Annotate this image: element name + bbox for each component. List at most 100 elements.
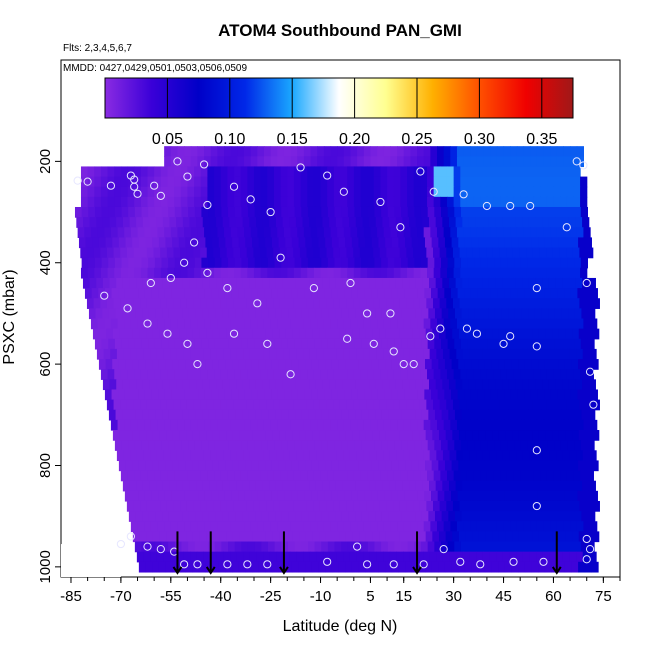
- heatmap-cell: [402, 217, 410, 228]
- heatmap-cell: [166, 328, 174, 340]
- heatmap-cell: [259, 298, 268, 309]
- heatmap-cell: [445, 430, 453, 441]
- heatmap-cell: [205, 561, 213, 573]
- heatmap-cell: [548, 480, 557, 492]
- colorbar-tick-label: 0.25: [401, 131, 432, 148]
- heatmap-cell: [198, 237, 207, 249]
- heatmap-cell: [166, 399, 175, 411]
- heatmap-cell: [393, 247, 401, 259]
- heatmap-cell: [173, 247, 181, 259]
- x-tick-label: 15: [395, 588, 412, 605]
- heatmap-cell: [509, 348, 517, 360]
- heatmap-cell: [280, 196, 288, 208]
- no-data-region: [61, 544, 121, 577]
- heatmap-cell: [426, 399, 434, 411]
- heatmap-cell: [483, 318, 491, 330]
- heatmap-cell: [84, 227, 92, 239]
- heatmap-cell: [431, 359, 439, 370]
- heatmap-cell: [417, 318, 425, 330]
- heatmap-cell: [147, 267, 155, 279]
- heatmap-cell: [343, 146, 352, 157]
- heatmap-cell: [152, 460, 160, 472]
- heatmap-cell: [186, 430, 194, 441]
- heatmap-cell: [92, 237, 100, 249]
- heatmap-cell: [195, 409, 203, 421]
- heatmap-cell: [261, 206, 269, 218]
- heatmap-cell: [570, 288, 579, 299]
- heatmap-cell: [301, 257, 309, 269]
- x-tick-label: -25: [260, 588, 282, 605]
- heatmap-cell: [448, 379, 457, 391]
- heatmap-cell: [180, 196, 189, 208]
- heatmap-cell: [216, 379, 224, 391]
- heatmap-cell: [552, 500, 561, 512]
- heatmap-cell: [257, 389, 266, 401]
- heatmap-cell: [168, 338, 176, 350]
- heatmap-cell: [435, 379, 443, 391]
- heatmap-cell: [381, 440, 389, 451]
- heatmap-cell: [450, 156, 458, 168]
- heatmap-cell: [132, 531, 141, 543]
- heatmap-cell: [500, 186, 508, 198]
- heatmap-cell: [488, 511, 496, 522]
- heatmap-cell: [300, 470, 308, 482]
- heatmap-cell: [551, 460, 559, 472]
- heatmap-cell: [131, 288, 139, 299]
- heatmap-cell: [553, 196, 561, 208]
- heatmap-cell: [158, 359, 167, 370]
- heatmap-cell: [552, 328, 560, 340]
- sample-point: [263, 339, 272, 348]
- heatmap-cell: [443, 227, 451, 239]
- heatmap-cell: [479, 298, 487, 309]
- heatmap-cell: [132, 237, 140, 249]
- heatmap-cell: [210, 450, 218, 462]
- heatmap-cell: [218, 237, 226, 249]
- heatmap-cell: [458, 561, 466, 573]
- heatmap-cell: [527, 206, 535, 218]
- heatmap-cell: [168, 409, 177, 421]
- heatmap-cell: [583, 521, 591, 532]
- heatmap-cell: [260, 186, 268, 198]
- heatmap-cell: [544, 561, 553, 573]
- heatmap-cell: [214, 196, 222, 208]
- heatmap-cell: [141, 206, 149, 218]
- heatmap-cell: [275, 217, 284, 228]
- heatmap-cell: [427, 186, 435, 198]
- heatmap-cell: [417, 389, 425, 401]
- heatmap-cell: [267, 369, 275, 380]
- heatmap-cell: [283, 551, 291, 563]
- heatmap-cell: [592, 298, 600, 309]
- heatmap-cell: [514, 541, 522, 553]
- heatmap-cell: [248, 308, 256, 320]
- heatmap-cell: [425, 531, 433, 543]
- heatmap-cell: [547, 338, 555, 350]
- heatmap-cell: [200, 298, 208, 309]
- heatmap-cell: [99, 328, 107, 340]
- heatmap-cell: [386, 247, 394, 259]
- heatmap-cell: [512, 298, 521, 309]
- heatmap-cell: [584, 237, 592, 249]
- heatmap-cell: [128, 257, 136, 269]
- heatmap-cell: [344, 288, 352, 299]
- sample-point: [276, 253, 285, 262]
- heatmap-cell: [484, 237, 493, 249]
- heatmap-cell: [281, 409, 290, 421]
- heatmap-cell: [192, 430, 201, 441]
- heatmap-cell: [226, 247, 234, 259]
- heatmap-cell: [325, 561, 333, 573]
- heatmap-cell: [419, 298, 427, 309]
- heatmap-cell: [440, 166, 448, 178]
- heatmap-cell: [327, 186, 335, 198]
- heatmap-cell: [162, 217, 171, 228]
- heatmap-cell: [478, 430, 487, 441]
- heatmap-cell: [539, 500, 547, 512]
- x-tick-label: -70: [110, 588, 132, 605]
- heatmap-cell: [190, 551, 198, 563]
- heatmap-cell: [430, 521, 438, 532]
- heatmap-cell: [464, 490, 472, 502]
- heatmap-cell: [386, 399, 394, 411]
- heatmap-cell: [133, 500, 141, 512]
- heatmap-cell: [410, 521, 418, 532]
- heatmap-cell: [269, 277, 277, 289]
- heatmap-cell: [96, 217, 104, 228]
